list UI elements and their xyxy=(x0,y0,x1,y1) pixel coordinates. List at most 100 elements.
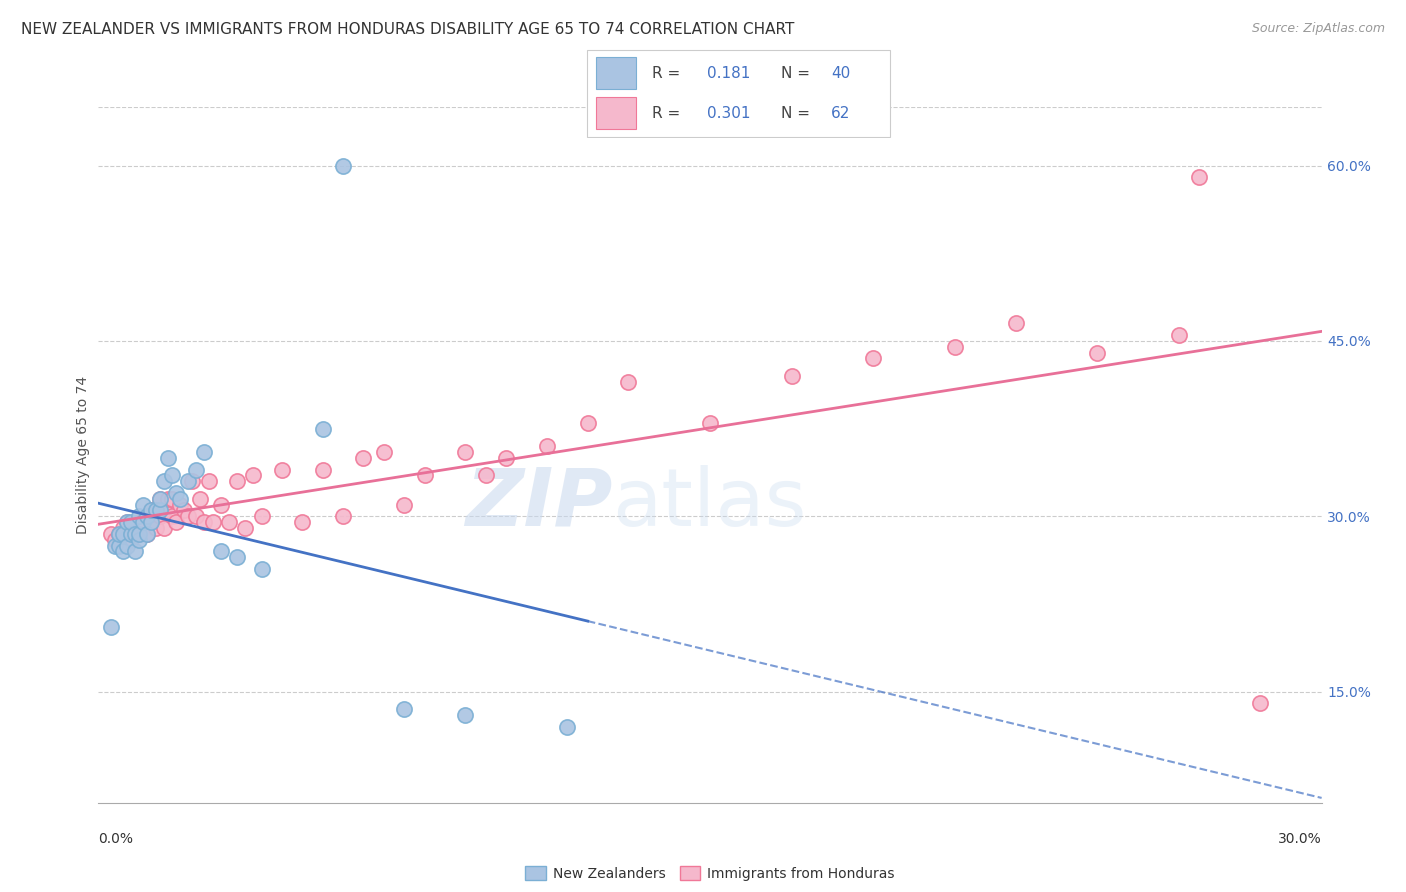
Point xyxy=(181,474,204,488)
Point xyxy=(115,526,138,541)
Text: R =: R = xyxy=(651,106,679,120)
Point xyxy=(201,515,224,529)
Point xyxy=(392,498,416,512)
Point xyxy=(149,509,172,524)
Point xyxy=(250,562,273,576)
Text: 62: 62 xyxy=(831,106,851,120)
Point xyxy=(160,468,183,483)
Point xyxy=(1085,345,1108,359)
Point xyxy=(312,422,335,436)
Bar xyxy=(596,57,636,89)
Point xyxy=(132,515,155,529)
Point xyxy=(226,550,249,565)
Point xyxy=(218,515,240,529)
Text: atlas: atlas xyxy=(612,465,807,542)
Point xyxy=(177,509,200,524)
Point xyxy=(233,521,256,535)
Point xyxy=(1004,317,1026,331)
Point xyxy=(169,491,191,506)
Point xyxy=(1188,170,1211,185)
Point xyxy=(115,539,138,553)
Text: Source: ZipAtlas.com: Source: ZipAtlas.com xyxy=(1251,22,1385,36)
Point xyxy=(111,521,134,535)
Point xyxy=(193,515,215,529)
Point xyxy=(104,539,127,553)
Point xyxy=(141,515,163,529)
Point xyxy=(120,515,142,529)
Point xyxy=(160,491,183,506)
Point xyxy=(128,509,150,524)
Point xyxy=(557,720,579,734)
Point xyxy=(862,351,884,366)
Point xyxy=(332,509,354,524)
Point xyxy=(165,515,187,529)
Point xyxy=(226,474,249,488)
Point xyxy=(100,526,122,541)
Point xyxy=(111,526,134,541)
Point xyxy=(173,503,195,517)
Point xyxy=(141,515,163,529)
Point xyxy=(156,491,179,506)
Point xyxy=(120,533,142,547)
Point xyxy=(149,491,172,506)
Point xyxy=(132,498,155,512)
Point xyxy=(474,468,498,483)
Y-axis label: Disability Age 65 to 74: Disability Age 65 to 74 xyxy=(76,376,90,534)
Point xyxy=(136,509,159,524)
Point xyxy=(136,509,159,524)
Point xyxy=(699,416,721,430)
Point xyxy=(943,340,966,354)
Point xyxy=(141,503,163,517)
Point xyxy=(128,526,150,541)
Point xyxy=(169,498,191,512)
Point xyxy=(332,159,354,173)
Point xyxy=(312,462,335,476)
Text: 40: 40 xyxy=(831,66,851,80)
Point xyxy=(152,521,174,535)
Point xyxy=(209,544,232,558)
Point xyxy=(156,450,179,465)
Point xyxy=(128,526,150,541)
Point xyxy=(536,439,558,453)
Point xyxy=(352,450,374,465)
Point xyxy=(197,474,219,488)
Point xyxy=(124,544,146,558)
Point xyxy=(115,515,138,529)
Point xyxy=(111,544,134,558)
Point xyxy=(188,491,212,506)
Point xyxy=(108,526,131,541)
Bar xyxy=(596,97,636,129)
Point xyxy=(392,702,416,716)
Point xyxy=(149,503,172,517)
Point xyxy=(454,445,477,459)
Point xyxy=(576,416,599,430)
Point xyxy=(136,526,159,541)
Point xyxy=(115,515,138,529)
Text: N =: N = xyxy=(782,106,810,120)
Point xyxy=(152,474,174,488)
Point xyxy=(149,491,172,506)
Text: R =: R = xyxy=(651,66,679,80)
Point xyxy=(124,521,146,535)
Point xyxy=(145,503,167,517)
Text: N =: N = xyxy=(782,66,810,80)
Point xyxy=(270,462,294,476)
Point xyxy=(120,526,142,541)
Point xyxy=(373,445,395,459)
Point xyxy=(177,474,200,488)
Point xyxy=(128,515,150,529)
Point xyxy=(413,468,436,483)
Point xyxy=(108,539,131,553)
Point xyxy=(186,509,208,524)
Point xyxy=(100,620,122,634)
Point xyxy=(128,533,150,547)
Point xyxy=(617,375,640,389)
Point xyxy=(454,708,477,723)
Point xyxy=(780,369,803,384)
Point xyxy=(108,526,131,541)
Text: ZIP: ZIP xyxy=(465,465,612,542)
Point xyxy=(141,503,163,517)
Point xyxy=(132,521,155,535)
Point xyxy=(1249,697,1271,711)
Text: 0.301: 0.301 xyxy=(707,106,751,120)
